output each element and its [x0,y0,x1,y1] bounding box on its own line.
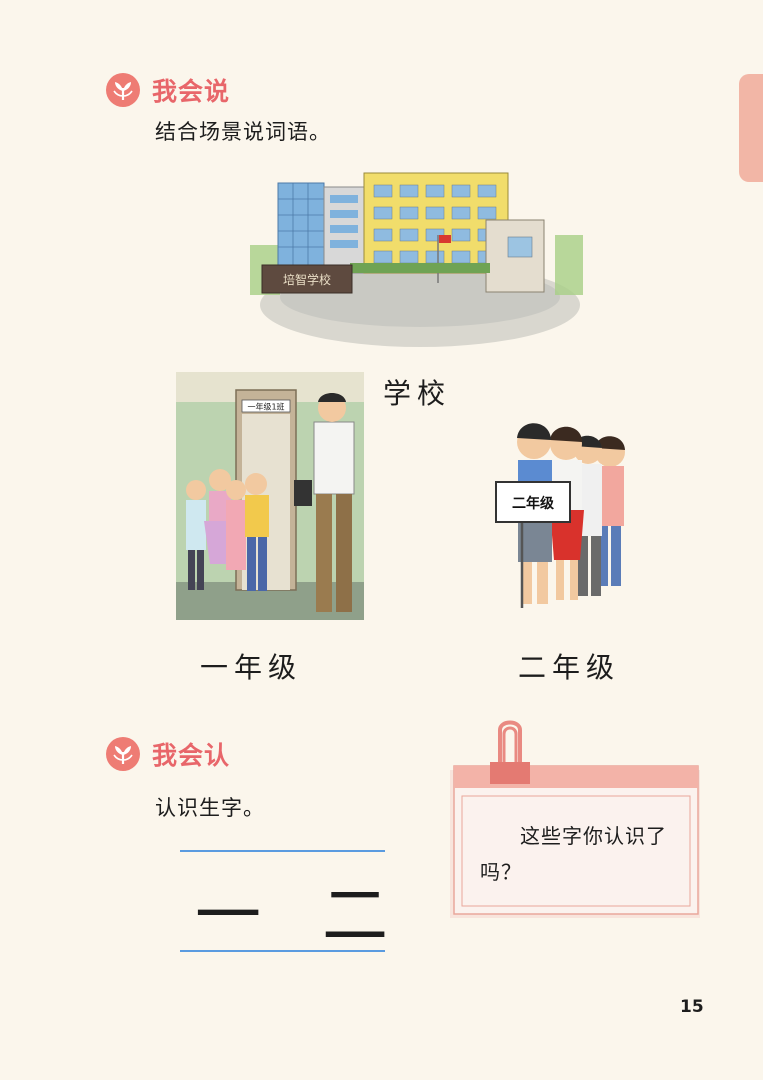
school-sign-text: 培智学校 [283,272,331,287]
instruction-text: 认识生字。 [155,796,265,820]
section-title: 我会认 [152,741,231,770]
page-side-tab [739,74,763,182]
leaf-badge-icon [106,737,140,771]
grade2-illustration: 二年级 [495,423,625,608]
note-text: 这些字你认识了吗？ [480,824,667,884]
caption-grade1: 一年级 [200,651,303,684]
section-title: 我会说 [152,77,231,106]
leaf-badge-icon [106,73,140,107]
door-sign-text: 一年级1班 [247,402,284,412]
instruction-text: 结合场景说词语。 [155,120,331,144]
school-illustration: 培智学校 [250,172,583,347]
paper-clip-icon [490,720,530,784]
section-header-recognize: 我会认 [106,736,230,772]
new-characters: 一 二 [195,877,408,954]
section-header-speak: 我会说 [106,72,230,108]
page-number: 15 [680,997,704,1017]
guide-line-top [180,850,385,852]
caption-school: 学校 [383,377,452,410]
board-text: 二年级 [512,495,555,512]
guide-line-bottom [180,950,385,952]
note-card [450,765,700,918]
caption-grade2: 二年级 [518,651,621,684]
classroom-illustration: 一年级1班 [176,372,364,620]
